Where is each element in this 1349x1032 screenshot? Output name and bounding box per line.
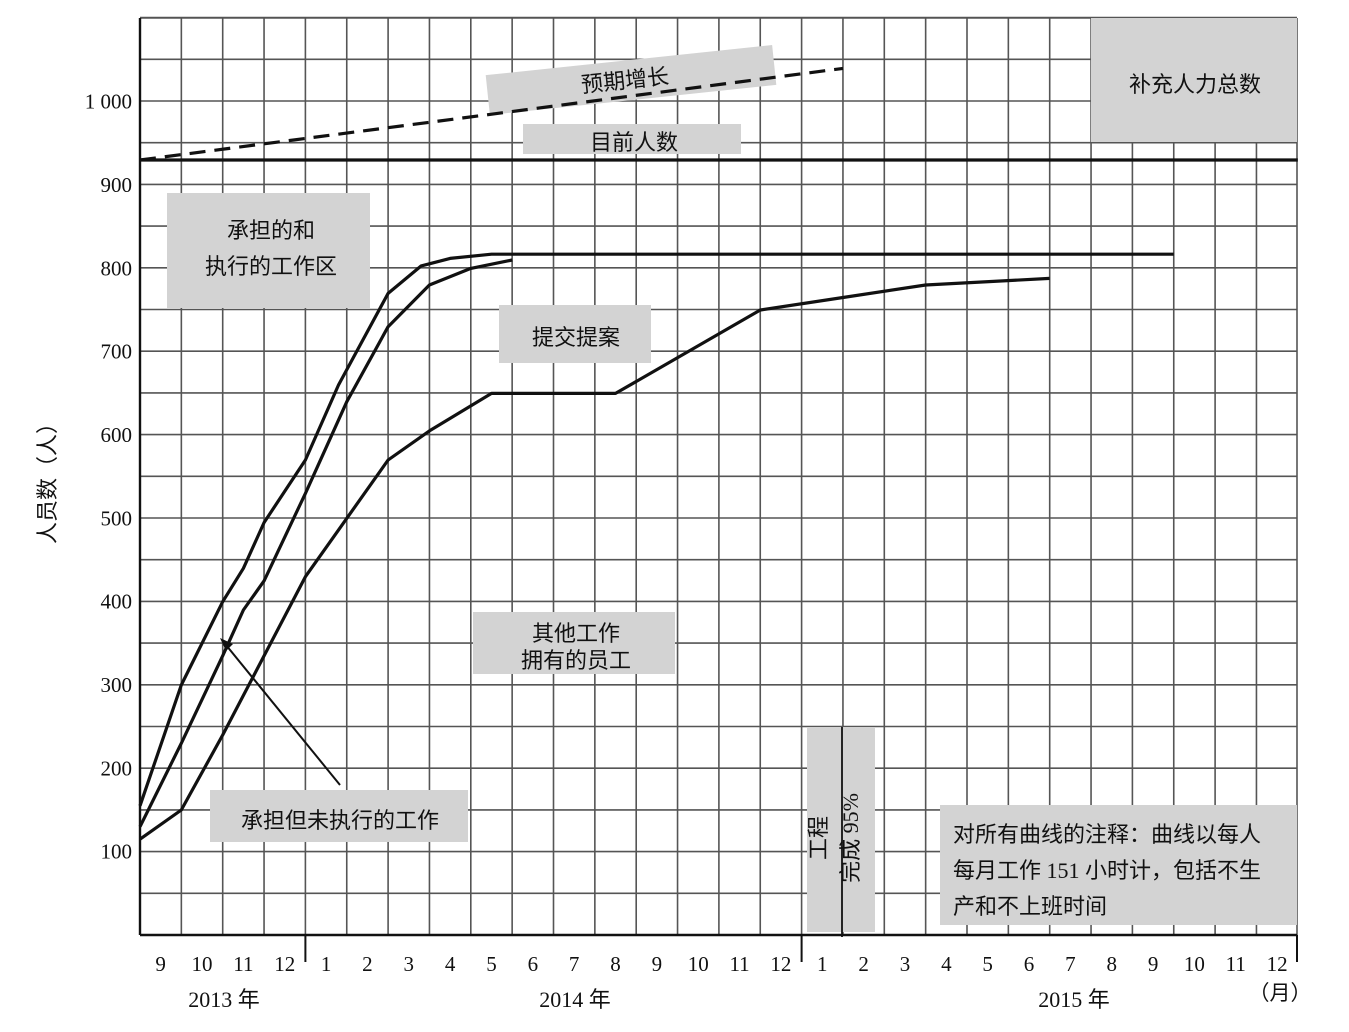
committed-executed-label-1: 承担的和 — [227, 218, 315, 243]
labels: 1 000 900 800 700 600 500 400 300 200 100 人员数（人） 9 1… — [35, 63, 1312, 1012]
x-tick-label: 10 — [1184, 952, 1205, 976]
x-tick-label: 11 — [729, 952, 749, 976]
year-label: 2015 年 — [1038, 987, 1110, 1012]
y-tick-label: 600 — [101, 423, 133, 447]
y-tick-label: 400 — [101, 590, 133, 614]
x-tick-label: 5 — [982, 952, 993, 976]
committed-executed-label-2: 执行的工作区 — [205, 254, 337, 279]
proposal-label: 提交提案 — [532, 325, 620, 350]
engineering-label: 工程 — [806, 816, 831, 860]
x-tick-label: 6 — [528, 952, 539, 976]
pointer-arrow-line — [225, 644, 341, 786]
x-tick-label: 10 — [688, 952, 709, 976]
series-line-3 — [138, 252, 1174, 807]
y-tick-label: 300 — [101, 673, 133, 697]
y-tick-label: 500 — [101, 506, 133, 530]
x-tick-label: 9 — [155, 952, 166, 976]
x-tick-label: 11 — [1226, 952, 1246, 976]
box-note — [940, 805, 1297, 925]
x-tick-label: 12 — [770, 952, 791, 976]
x-tick-label: 11 — [233, 952, 253, 976]
pointer-arrow-head — [220, 638, 233, 651]
x-tick-label: 12 — [274, 952, 295, 976]
box-other-work — [473, 612, 675, 674]
other-work-label-1: 其他工作 — [532, 621, 620, 646]
x-tick-label: 5 — [486, 952, 497, 976]
y-tick-label: 1 000 — [85, 90, 132, 114]
x-tick-label: 6 — [1024, 952, 1035, 976]
x-tick-label: 1 — [321, 952, 332, 976]
series-line-5 — [139, 276, 1050, 841]
axes — [138, 18, 1298, 962]
x-tick-label: 8 — [1106, 952, 1117, 976]
committed-not-executed-label: 承担但未执行的工作 — [241, 808, 439, 833]
note-line-3: 产和不上班时间 — [953, 894, 1107, 919]
x-tick-label: 9 — [652, 952, 663, 976]
curves — [138, 66, 1298, 937]
y-tick-label: 700 — [101, 340, 133, 364]
x-tick-label: 4 — [445, 952, 456, 976]
unit-label: （月） — [1249, 981, 1312, 1005]
x-tick-label: 4 — [941, 952, 952, 976]
other-work-label-2: 拥有的员工 — [521, 648, 631, 673]
x-tick-label: 10 — [192, 952, 213, 976]
box-proposal — [499, 305, 651, 363]
y-tick-label: 800 — [101, 256, 133, 280]
x-tick-label: 3 — [404, 952, 415, 976]
series-line-1 — [139, 66, 844, 162]
y-tick-label: 900 — [101, 173, 133, 197]
x-tick-label: 7 — [569, 952, 580, 976]
x-tick-label: 2 — [858, 952, 869, 976]
x-tick-label: 7 — [1065, 952, 1076, 976]
box-current-headcount — [523, 124, 741, 154]
current-headcount-label: 目前人数 — [590, 130, 678, 155]
x-tick-label: 12 — [1267, 952, 1288, 976]
completion-label: 完成 95% — [838, 793, 863, 883]
year-label: 2013 年 — [188, 987, 260, 1012]
y-tick-label: 100 — [101, 840, 133, 864]
y-tick-label: 200 — [101, 756, 133, 780]
label-boxes — [167, 18, 1297, 932]
x-tick-label: 1 — [817, 952, 828, 976]
total-supplement-label: 补充人力总数 — [1129, 72, 1261, 97]
box-expected-growth — [485, 45, 777, 115]
note-line-2: 每月工作 151 小时计，包括不生 — [953, 858, 1261, 883]
x-tick-label: 8 — [610, 952, 621, 976]
x-tick-label: 9 — [1148, 952, 1159, 976]
year-label: 2014 年 — [539, 987, 611, 1012]
box-committed-executed — [167, 193, 370, 308]
box-total-supplement — [1091, 18, 1297, 142]
box-engineering — [807, 727, 875, 932]
note-line-1: 对所有曲线的注释：曲线以每人 — [953, 822, 1261, 847]
series-line-4 — [138, 258, 513, 828]
box-committed-not-executed — [210, 790, 468, 842]
y-axis-title: 人员数（人） — [35, 412, 60, 544]
x-tick-label: 2 — [362, 952, 373, 976]
x-tick-label: 3 — [900, 952, 911, 976]
